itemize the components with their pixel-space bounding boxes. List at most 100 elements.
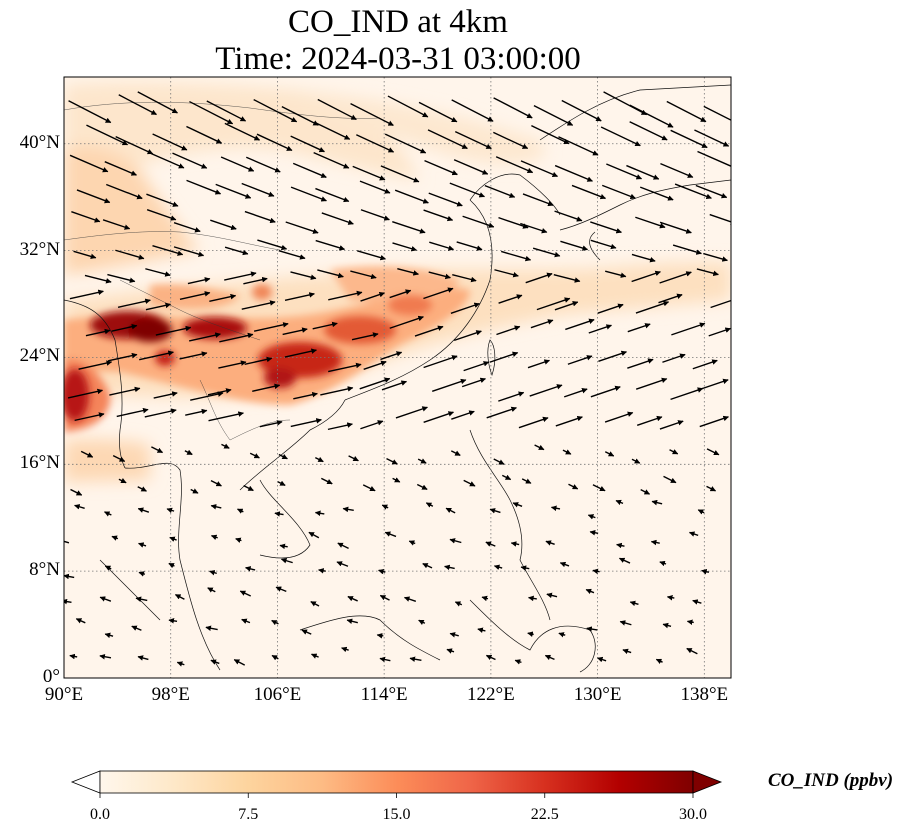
wind-arrow <box>567 355 593 365</box>
wind-arrow <box>708 327 731 337</box>
wind-arrow <box>241 182 275 197</box>
wind-arrow <box>489 508 501 514</box>
wind-arrow <box>360 420 384 430</box>
wind-arrow <box>387 95 429 118</box>
wind-arrow <box>239 590 252 597</box>
wind-arrow <box>520 222 548 234</box>
wind-arrow <box>544 654 555 661</box>
wind-arrow <box>139 350 174 361</box>
wind-arrow <box>146 209 177 221</box>
wind-arrow <box>429 241 455 251</box>
wind-arrow <box>697 150 731 170</box>
wind-arrow <box>285 221 319 234</box>
wind-arrow <box>659 221 692 234</box>
wind-arrow <box>514 659 522 665</box>
wind-arrow <box>588 324 612 334</box>
lat-tick-label: 24°N <box>19 345 60 367</box>
wind-arrow <box>389 289 412 299</box>
wind-arrow <box>207 388 232 396</box>
wind-arrow <box>585 588 595 595</box>
wind-arrow <box>314 510 325 517</box>
wind-arrow <box>241 300 276 310</box>
wind-arrow <box>650 539 660 546</box>
wind-arrow <box>315 239 346 251</box>
wind-arrow <box>631 458 641 464</box>
wind-arrow <box>449 632 459 638</box>
wind-arrow <box>450 450 461 456</box>
wind-arrow <box>144 408 177 418</box>
wind-arrow <box>498 294 523 304</box>
wind-arrow <box>527 631 534 637</box>
colorbar-gradient <box>99 770 694 794</box>
wind-arrow <box>604 451 615 457</box>
wind-arrow <box>481 595 489 602</box>
wind-arrow <box>521 478 532 484</box>
wind-arrow <box>259 420 283 428</box>
wind-arrow <box>208 411 244 422</box>
map-frame <box>63 76 732 679</box>
wind-arrow <box>536 297 571 311</box>
wind-arrow <box>710 299 731 309</box>
wind-arrow <box>449 182 485 198</box>
wind-arrow <box>315 456 324 463</box>
wind-arrow <box>449 538 462 544</box>
wind-arrow <box>697 509 705 515</box>
wind-arrow <box>209 570 217 576</box>
wind-arrow <box>666 595 675 601</box>
wind-arrow <box>253 322 289 332</box>
wind-arrow <box>662 622 672 629</box>
wind-arrow <box>553 273 581 283</box>
wind-arrow <box>423 355 458 369</box>
wind-arrow <box>206 100 247 122</box>
wind-arrow <box>550 505 561 512</box>
wind-arrow <box>185 408 208 416</box>
wind-arrow <box>74 504 85 510</box>
wind-arrow <box>423 209 454 222</box>
wind-arrow <box>381 380 407 391</box>
wind-arrow <box>463 361 490 372</box>
wind-arrow <box>151 446 164 454</box>
wind-arrow <box>498 391 525 402</box>
wind-arrow <box>275 586 287 592</box>
wind-arrow <box>221 443 230 449</box>
wind-arrow <box>424 159 458 176</box>
wind-arrow <box>397 267 419 276</box>
wind-arrow <box>380 351 403 361</box>
wind-arrow <box>337 542 349 550</box>
wind-arrow <box>70 488 83 496</box>
wind-arrow <box>565 318 595 331</box>
colorbar <box>70 770 723 798</box>
wind-arrow <box>352 165 386 181</box>
wind-arrow <box>604 411 634 423</box>
wind-arrow <box>321 212 354 225</box>
wind-arrow <box>190 488 199 494</box>
wind-arrow <box>176 661 185 667</box>
wind-arrow <box>68 100 112 124</box>
wind-arrow <box>494 269 519 278</box>
map-title: CO_IND at 4km <box>288 4 508 40</box>
wind-arrow <box>64 573 75 580</box>
wind-arrow <box>703 252 728 262</box>
wind-arrow <box>112 454 126 462</box>
wind-arrow <box>694 129 730 147</box>
wind-arrow <box>527 359 550 369</box>
wind-arrow <box>317 269 344 279</box>
wind-arrow <box>73 250 97 260</box>
wind-arrow <box>244 210 276 224</box>
wind-arrow <box>695 184 728 199</box>
wind-arrow <box>622 648 632 655</box>
wind-arrow <box>357 250 386 261</box>
lat-tick-label: 0° <box>42 666 60 687</box>
wind-arrow <box>341 646 349 653</box>
wind-arrow <box>384 133 427 154</box>
lat-tick-label: 40°N <box>19 131 60 153</box>
wind-arrow <box>189 332 221 342</box>
wind-arrow <box>427 129 468 150</box>
colorbar-tick-label: 0.0 <box>90 806 110 823</box>
wind-arrow <box>137 91 178 114</box>
wind-arrow <box>592 484 606 492</box>
wind-arrow <box>555 415 583 427</box>
wind-arrow <box>384 531 397 538</box>
wind-arrow <box>328 290 363 301</box>
wind-arrow <box>563 388 588 398</box>
